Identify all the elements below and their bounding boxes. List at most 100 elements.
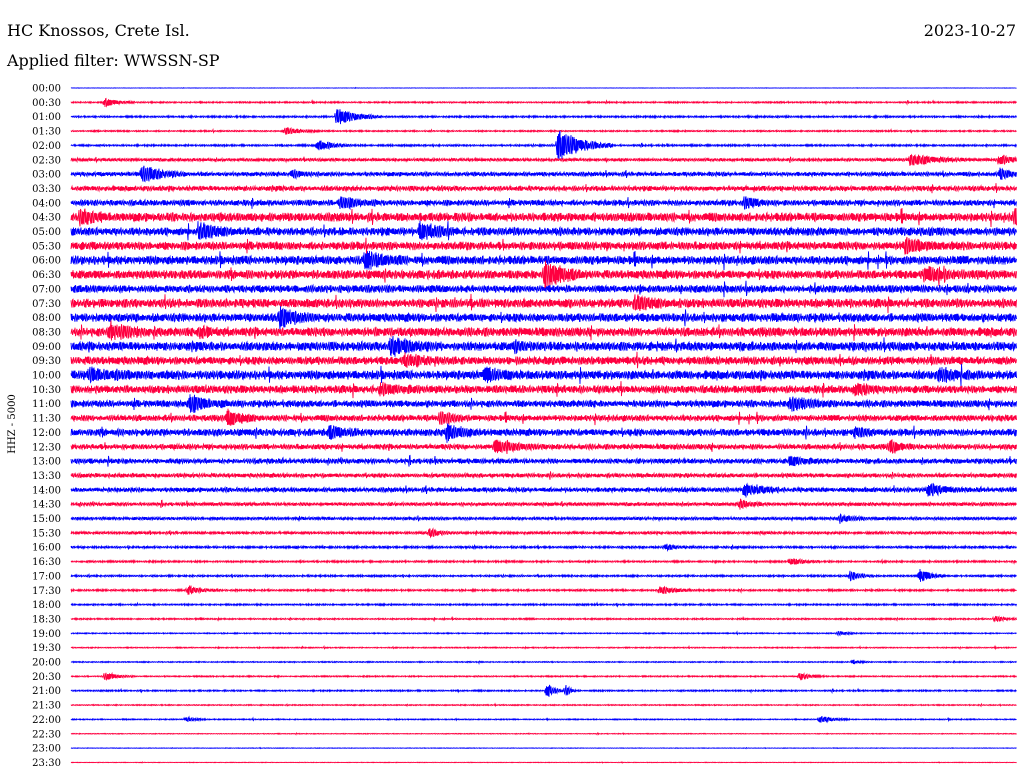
trace-row-2330 <box>70 760 1017 764</box>
tick-label-0930: 09:30 <box>32 356 61 367</box>
trace-row-1000 <box>70 364 1017 387</box>
trace-row-2230 <box>70 732 1017 736</box>
trace-row-0900 <box>70 336 1017 357</box>
trace-row-1900 <box>70 630 1017 637</box>
trace-row-1700 <box>70 569 1017 582</box>
trace-row-1330 <box>70 471 1017 480</box>
tick-label-0830: 08:30 <box>32 327 61 338</box>
trace-row-1130 <box>70 408 1017 427</box>
tick-label-0100: 01:00 <box>32 112 61 123</box>
tick-label-2300: 23:00 <box>32 744 61 755</box>
tick-label-1830: 18:30 <box>32 614 61 625</box>
tick-label-0800: 08:00 <box>32 313 61 324</box>
tick-label-2130: 21:30 <box>32 701 61 712</box>
trace-row-0930 <box>70 351 1017 369</box>
tick-label-0130: 01:30 <box>32 127 61 138</box>
tick-label-0330: 03:30 <box>32 184 61 195</box>
trace-row-1500 <box>70 513 1017 524</box>
trace-row-1400 <box>70 482 1017 498</box>
trace-row-0030 <box>70 97 1017 108</box>
trace-row-2030 <box>70 671 1017 682</box>
tick-label-1730: 17:30 <box>32 586 61 597</box>
tick-label-1130: 11:30 <box>32 414 61 425</box>
tick-label-1800: 18:00 <box>32 600 61 611</box>
tick-label-1530: 15:30 <box>32 528 61 539</box>
tick-label-1430: 14:30 <box>32 500 61 511</box>
trace-row-2300 <box>70 746 1017 750</box>
tick-label-2030: 20:30 <box>32 672 61 683</box>
tick-label-0600: 06:00 <box>32 256 61 267</box>
tick-label-2200: 22:00 <box>32 715 61 726</box>
tick-label-0900: 09:00 <box>32 342 61 353</box>
trace-row-0100 <box>70 109 1017 125</box>
date-label: 2023-10-27 <box>924 21 1016 40</box>
station-title: HC Knossos, Crete Isl. <box>7 21 190 40</box>
trace-row-2200 <box>70 715 1017 724</box>
tick-label-1330: 13:30 <box>32 471 61 482</box>
filter-label: Applied filter: WWSSN-SP <box>6 51 220 70</box>
trace-row-0600 <box>70 250 1017 271</box>
trace-row-1630 <box>70 557 1017 565</box>
tick-label-2100: 21:00 <box>32 686 61 697</box>
y-axis-label: HHZ - 5000 <box>7 394 18 454</box>
tick-label-1700: 17:00 <box>32 571 61 582</box>
tick-label-1030: 10:30 <box>32 385 61 396</box>
trace-row-0130 <box>70 126 1017 135</box>
tick-label-2330: 23:30 <box>32 758 61 769</box>
tick-label-0230: 02:30 <box>32 155 61 166</box>
trace-row-0500 <box>70 220 1017 241</box>
tick-label-1000: 10:00 <box>32 371 61 382</box>
trace-row-1830 <box>70 615 1017 623</box>
trace-row-0230 <box>70 153 1017 166</box>
tick-label-1200: 12:00 <box>32 428 61 439</box>
tick-label-2000: 20:00 <box>32 658 61 669</box>
tick-label-1500: 15:00 <box>32 514 61 525</box>
trace-row-0530 <box>70 236 1017 255</box>
trace-row-1800 <box>70 601 1017 608</box>
trace-row-2130 <box>70 702 1017 708</box>
tick-label-0000: 00:00 <box>32 84 61 95</box>
tick-label-0030: 00:30 <box>32 98 61 109</box>
trace-row-0830 <box>70 320 1017 341</box>
trace-row-0330 <box>70 183 1017 194</box>
tick-label-0430: 04:30 <box>32 213 61 224</box>
trace-row-0300 <box>70 165 1017 183</box>
tick-label-2230: 22:30 <box>32 729 61 740</box>
tick-label-0300: 03:00 <box>32 170 61 181</box>
tick-label-0400: 04:00 <box>32 198 61 209</box>
trace-row-1030 <box>70 381 1017 399</box>
tick-label-0500: 05:00 <box>32 227 61 238</box>
trace-row-1100 <box>70 394 1017 414</box>
tick-label-1100: 11:00 <box>32 399 61 410</box>
tick-label-1300: 13:00 <box>32 457 61 468</box>
trace-row-1200 <box>70 423 1017 443</box>
tick-label-0200: 02:00 <box>32 141 61 152</box>
trace-row-1730 <box>70 584 1017 595</box>
tick-label-1900: 19:00 <box>32 629 61 640</box>
tick-label-0530: 05:30 <box>32 241 61 252</box>
trace-row-1300 <box>70 454 1017 467</box>
trace-row-0400 <box>70 196 1017 211</box>
tick-label-1600: 16:00 <box>32 543 61 554</box>
tick-label-1630: 16:30 <box>32 557 61 568</box>
trace-row-1930 <box>70 644 1017 651</box>
tick-label-1930: 19:30 <box>32 643 61 654</box>
trace-row-1530 <box>70 527 1017 539</box>
trace-row-0800 <box>70 306 1017 331</box>
trace-row-0630 <box>70 260 1017 291</box>
trace-row-0430 <box>70 207 1017 228</box>
trace-row-0730 <box>70 293 1017 314</box>
trace-row-1600 <box>70 543 1017 553</box>
tick-label-0630: 06:30 <box>32 270 61 281</box>
trace-row-0200 <box>70 130 1017 160</box>
time-tick-labels: 00:00 00:30 01:00 01:30 02:00 02:30 03:00 03:30… <box>32 84 61 769</box>
tick-label-0730: 07:30 <box>32 299 61 310</box>
trace-row-2100 <box>70 684 1017 697</box>
tick-label-0700: 07:00 <box>32 284 61 295</box>
trace-row-0700 <box>70 280 1017 298</box>
tick-label-1400: 14:00 <box>32 485 61 496</box>
trace-row-1430 <box>70 498 1017 510</box>
trace-row-0000 <box>70 86 1017 90</box>
trace-row-2000 <box>70 659 1017 666</box>
